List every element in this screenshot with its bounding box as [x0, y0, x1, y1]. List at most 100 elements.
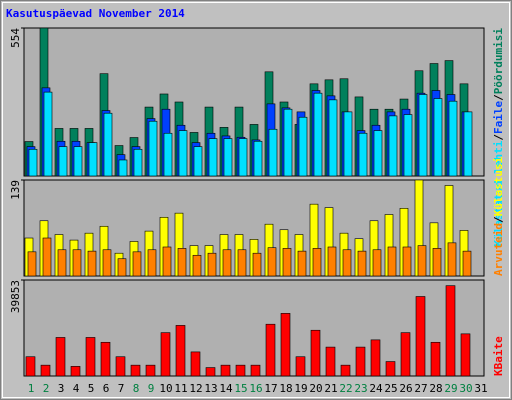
legend-entry: KBaite — [492, 336, 505, 376]
x-tick-label: 15 — [234, 382, 247, 395]
bar — [267, 247, 277, 277]
bar — [295, 356, 306, 377]
bar — [342, 249, 352, 277]
bar — [310, 329, 321, 377]
bar — [85, 337, 96, 377]
x-tick-label: 3 — [58, 382, 65, 395]
bar — [325, 346, 336, 377]
bar — [130, 364, 141, 377]
bar — [447, 242, 457, 277]
x-tick-label: 27 — [414, 382, 427, 395]
bar — [193, 146, 203, 177]
bar — [175, 325, 186, 377]
x-tick-label: 18 — [279, 382, 292, 395]
bar — [208, 138, 218, 177]
bar — [177, 248, 187, 277]
bar — [355, 346, 366, 377]
legend-separator: / — [492, 94, 505, 101]
legend: KBaite — [492, 336, 505, 376]
bar — [145, 364, 156, 377]
bar — [220, 364, 231, 377]
y-tick-label: 39853 — [9, 280, 22, 313]
bar — [57, 249, 67, 277]
x-tick-label: 17 — [264, 382, 277, 395]
x-tick-label: 6 — [103, 382, 110, 395]
bar — [117, 258, 127, 277]
bar — [358, 132, 368, 177]
bar — [328, 99, 338, 177]
bar — [100, 341, 111, 377]
x-tick-label: 19 — [294, 382, 307, 395]
bar — [192, 254, 202, 277]
bar — [87, 250, 97, 277]
y-tick-label: 554 — [9, 28, 22, 48]
bar — [115, 356, 126, 377]
bar — [178, 130, 188, 177]
bar — [102, 249, 112, 277]
bar — [312, 248, 322, 277]
bar — [118, 159, 128, 177]
bar — [72, 249, 82, 277]
bar — [133, 148, 143, 177]
bar — [432, 248, 442, 277]
legend: Külastatud lehti/Faile/Pöördumisi — [492, 28, 505, 247]
bar — [400, 332, 411, 377]
y-tick-label: 139 — [9, 180, 22, 200]
x-tick-label: 20 — [309, 382, 322, 395]
bar — [370, 339, 381, 377]
chart-title: Kasutuspäevad November 2014 — [6, 7, 185, 20]
legend-entry: Faile — [492, 100, 505, 133]
bar — [448, 100, 458, 177]
x-tick-label: 26 — [399, 382, 412, 395]
legend-separator: / — [492, 134, 505, 141]
bar — [58, 146, 68, 177]
bar — [27, 251, 37, 277]
x-tick-label: 14 — [219, 382, 233, 395]
bar — [387, 246, 397, 277]
x-tick-label: 28 — [429, 382, 442, 395]
x-tick-label: 7 — [118, 382, 125, 395]
bar — [283, 108, 293, 177]
bar — [372, 249, 382, 277]
bar — [313, 92, 323, 177]
bar — [415, 296, 426, 377]
bar — [388, 115, 398, 177]
bar — [327, 246, 337, 277]
x-tick-label: 9 — [148, 382, 155, 395]
bar — [42, 237, 52, 277]
bar — [132, 251, 142, 277]
bar — [147, 249, 157, 277]
x-tick-label: 25 — [384, 382, 397, 395]
bar — [70, 366, 81, 377]
x-tick-label: 5 — [88, 382, 95, 395]
legend-entry: Pöördumisi — [492, 28, 505, 95]
x-tick-label: 1 — [28, 382, 35, 395]
bar — [223, 138, 233, 177]
legend: Arvuteid/Külastusi — [492, 156, 505, 276]
x-tick-label: 24 — [369, 382, 383, 395]
bar — [237, 249, 247, 277]
bar — [190, 351, 201, 377]
bar — [103, 112, 113, 177]
bar — [282, 248, 292, 277]
legend-entry: Külastatud lehti — [492, 140, 505, 246]
bar — [460, 333, 471, 377]
bar — [373, 130, 383, 177]
bar — [462, 250, 472, 277]
legend-separator: / — [492, 216, 505, 223]
x-tick-label: 2 — [43, 382, 50, 395]
bar — [357, 250, 367, 277]
x-tick-label: 21 — [324, 382, 337, 395]
bar — [160, 332, 171, 377]
bar — [163, 132, 173, 177]
bar — [207, 252, 217, 277]
bar — [40, 364, 51, 377]
x-tick-label: 29 — [444, 382, 457, 395]
bar — [385, 361, 396, 377]
bar — [297, 250, 307, 277]
x-tick-label: 30 — [459, 382, 472, 395]
x-tick-label: 11 — [174, 382, 187, 395]
bar — [343, 111, 353, 177]
